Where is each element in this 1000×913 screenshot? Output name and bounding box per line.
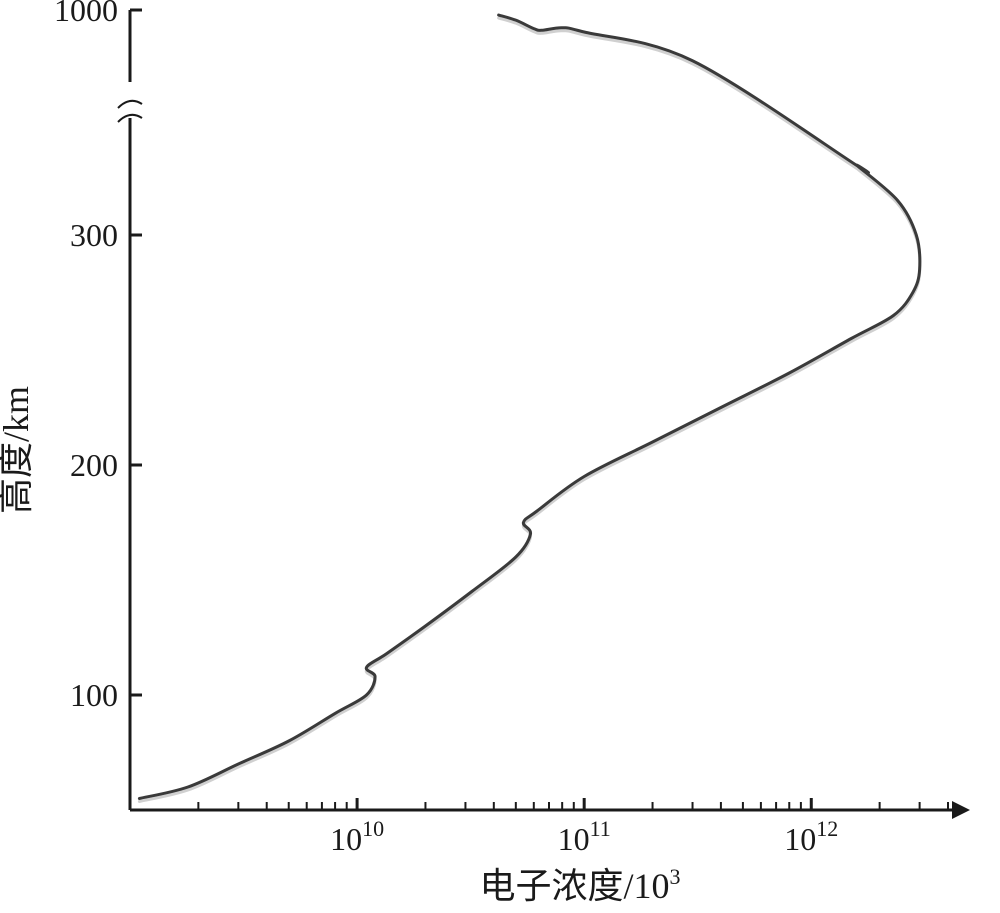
y-tick-label: 200: [70, 447, 118, 483]
chart-container: 100 200 300 1000 1010 1011 1012 高度/km 电子浓度/103: [0, 0, 1000, 913]
x-axis-label: 电子浓度/103: [479, 864, 680, 906]
profile-curve-shadow: [139, 18, 919, 801]
x-tick-label: 1011: [558, 816, 611, 857]
y-tick-label: 100: [70, 677, 118, 713]
y-axis-label: 高度/km: [0, 386, 36, 514]
x-tick-label: 1010: [330, 816, 384, 857]
chart-svg: 100 200 300 1000 1010 1011 1012 高度/km 电子浓度/103: [0, 0, 1000, 913]
y-tick-label: 300: [70, 217, 118, 253]
y-tick-label: 1000: [54, 0, 118, 28]
x-tick-label: 1012: [784, 816, 838, 857]
